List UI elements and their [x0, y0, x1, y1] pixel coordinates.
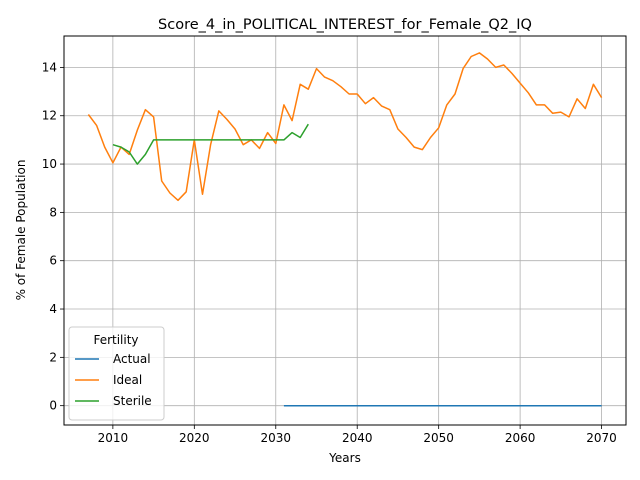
x-tick-label: 2070: [586, 431, 617, 445]
y-tick-label: 0: [49, 399, 57, 413]
y-tick-label: 2: [49, 350, 57, 364]
series-line-ideal: [87, 52, 603, 202]
y-axis-label: % of Female Population: [14, 160, 28, 301]
y-tick-label: 6: [49, 254, 57, 268]
y-tick-label: 10: [42, 157, 57, 171]
y-tick-label: 8: [49, 205, 57, 219]
legend-label-sterile: Sterile: [113, 394, 152, 408]
series-layer: [87, 52, 603, 407]
x-tick-label: 2040: [342, 431, 373, 445]
legend: Fertility Actual Ideal Sterile: [68, 326, 165, 421]
x-tick-label: 2020: [179, 431, 210, 445]
legend-title: Fertility: [93, 333, 138, 347]
chart-title: Score_4_in_POLITICAL_INTEREST_for_Female…: [158, 17, 532, 33]
legend-label-actual: Actual: [113, 352, 151, 366]
axis-ticks: 2010 2020 2030 2040 2050 2060 2070 0 2 4 6 8 10 12 14: [42, 60, 617, 445]
y-tick-label: 12: [42, 109, 57, 123]
legend-label-ideal: Ideal: [113, 373, 142, 387]
x-tick-label: 2050: [423, 431, 454, 445]
series-line-sterile: [112, 123, 309, 165]
y-tick-label: 4: [49, 302, 57, 316]
legend-box: [68, 326, 165, 421]
x-tick-label: 2010: [98, 431, 129, 445]
x-tick-label: 2030: [260, 431, 291, 445]
x-tick-label: 2060: [505, 431, 536, 445]
y-tick-label: 14: [42, 60, 57, 74]
x-axis-label: Years: [328, 451, 361, 465]
plot-frame: [63, 35, 627, 426]
